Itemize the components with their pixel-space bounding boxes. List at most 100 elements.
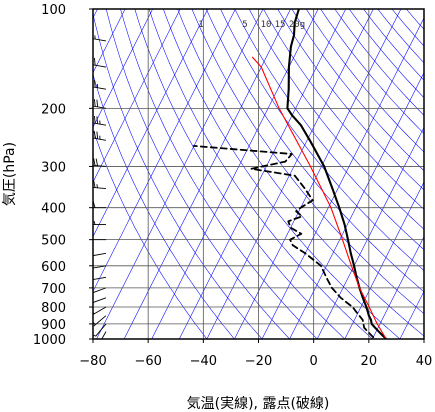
- wind-barb-feather: [89, 31, 90, 38]
- mixing-ratio-label: 15: [275, 20, 286, 30]
- isotherm-line: [206, 9, 374, 339]
- dry-adiabat-line: [177, 9, 424, 337]
- isotherm-line: [316, 126, 424, 339]
- wind-barb-feather: [91, 218, 93, 225]
- dry-adiabat-line: [93, 73, 235, 339]
- mixing-ratio-label: 1: [198, 20, 203, 30]
- wind-barb: [89, 130, 107, 141]
- y-tick-label: 400: [41, 202, 66, 217]
- wind-barb-staff: [93, 137, 107, 141]
- isotherm-line: [399, 290, 424, 339]
- dry-adiabat-line: [234, 9, 424, 250]
- wind-barb-staff: [93, 164, 107, 167]
- wind-barbs: [87, 0, 107, 339]
- wind-barb-feather: [88, 218, 90, 225]
- wind-barb-staff: [95, 323, 107, 337]
- wind-barb: [89, 79, 107, 90]
- wind-barb-feather: [87, 310, 92, 315]
- isotherm-line: [234, 9, 402, 339]
- y-tick-label: 100: [41, 3, 66, 18]
- dry-adiabat-line: [291, 9, 424, 172]
- isotherm-line: [289, 71, 424, 339]
- y-tick-label: 1000: [33, 333, 66, 348]
- wind-barb-feather: [89, 180, 90, 187]
- wind-barb-feather: [91, 233, 93, 240]
- wind-barb: [93, 265, 107, 269]
- wind-barb: [105, 338, 106, 339]
- y-tick-label: 600: [41, 260, 66, 275]
- wind-barb: [89, 180, 107, 189]
- grid: [93, 9, 424, 339]
- wind-barb-feather: [93, 57, 96, 66]
- wind-barb-staff: [93, 105, 107, 109]
- wind-barb-feather: [93, 334, 96, 337]
- wind-barb-feather: [87, 273, 90, 280]
- dry-adiabat-line: [120, 9, 318, 339]
- wind-barb-staff: [93, 315, 107, 327]
- wind-barb-feather: [89, 98, 90, 105]
- wind-barb-staff: [93, 306, 107, 316]
- x-tick-label: −80: [79, 354, 106, 369]
- mixing-ratio-labels: 1 5 10 15 20g: [198, 20, 305, 30]
- wind-barb-feather: [89, 115, 90, 122]
- wind-barb: [87, 250, 107, 257]
- y-tick-label: 900: [41, 318, 66, 333]
- isotherm-line: [96, 9, 264, 339]
- x-tick-label: 20: [361, 354, 378, 369]
- wind-barb-half-feather: [93, 220, 96, 225]
- y-tick-label: 200: [41, 102, 66, 117]
- wind-barb-feather: [96, 131, 99, 139]
- x-tick-label: −40: [190, 354, 217, 369]
- wind-barb-staff: [93, 86, 107, 90]
- wind-barb-feather: [89, 79, 90, 86]
- x-axis-ticks: −80 −60 −40 −20 0 20 40: [79, 339, 432, 369]
- wind-barb-feather: [89, 130, 90, 137]
- isotherm-line: [93, 9, 181, 183]
- wind-barb-feather: [91, 201, 93, 208]
- wind-barb-feather: [93, 131, 96, 139]
- dry-adiabat-line: [163, 9, 401, 339]
- wind-barb-feather: [89, 158, 90, 165]
- dry-adiabat-line: [305, 9, 424, 153]
- y-axis-title: 気圧(hPa): [2, 142, 18, 206]
- x-tick-label: 0: [310, 354, 318, 369]
- wind-barb-feather: [88, 233, 90, 240]
- wind-barb: [89, 0, 106, 10]
- dry-adiabat-line: [277, 9, 424, 191]
- wind-barb-staff: [93, 252, 107, 257]
- isotherm-line: [372, 236, 424, 339]
- wind-barb-feather: [89, 0, 90, 6]
- wind-barb-staff: [93, 276, 107, 281]
- series-group: [192, 9, 389, 339]
- wind-barb-feather: [93, 158, 96, 166]
- isotherm-line: [178, 9, 347, 339]
- series-line-3: [251, 56, 387, 339]
- mixing-ratio-label: 10: [261, 20, 272, 30]
- wind-barb: [89, 115, 107, 126]
- wind-barb: [93, 323, 107, 337]
- wind-barb-feather: [87, 250, 90, 257]
- wind-barb-staff: [93, 122, 107, 126]
- wind-barb: [87, 273, 107, 281]
- wind-barb-half-feather: [96, 184, 98, 188]
- y-tick-label: 300: [41, 160, 66, 175]
- wind-barb-staff: [93, 186, 107, 189]
- series-line-2: [192, 144, 378, 339]
- x-tick-label: 40: [416, 354, 433, 369]
- wind-barb: [93, 57, 107, 68]
- isotherm-line: [261, 17, 424, 339]
- mixing-ratio-label: 5: [242, 20, 247, 30]
- wind-barb: [89, 158, 107, 167]
- isotherm-line: [151, 9, 319, 339]
- dry-adiabat-line: [248, 9, 424, 230]
- mixing-ratio-label: 20g: [289, 20, 305, 30]
- x-tick-label: −60: [134, 354, 161, 369]
- wind-barb-staff: [93, 64, 107, 68]
- dry-adiabat-line: [134, 9, 346, 339]
- x-tick-label: −20: [245, 354, 272, 369]
- y-tick-label: 700: [41, 282, 66, 297]
- wind-barb: [89, 98, 107, 109]
- dry-adiabat-line: [148, 9, 373, 339]
